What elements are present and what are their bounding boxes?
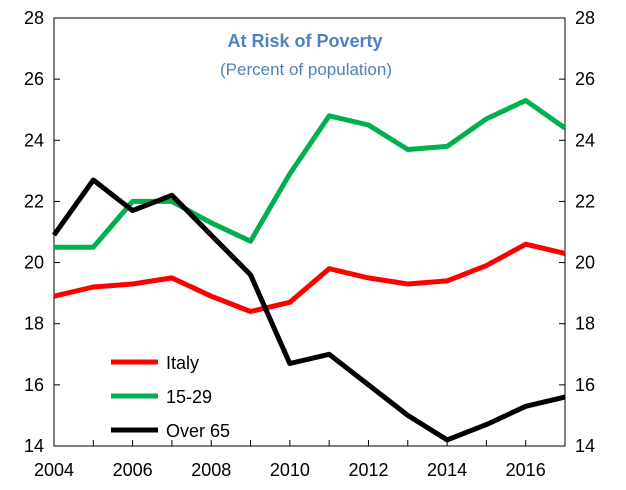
y-tick-label-right: 20 <box>575 253 595 273</box>
x-tick-label: 2006 <box>113 460 153 480</box>
x-tick-label: 2004 <box>34 460 74 480</box>
y-tick-label-right: 16 <box>575 375 595 395</box>
y-tick-label-left: 20 <box>24 253 44 273</box>
series-line-over-65 <box>51 177 566 443</box>
x-axis: 2004 2006 2008 2010 2012 2014 2016 <box>34 440 566 480</box>
y-tick-label-right: 24 <box>575 130 595 150</box>
y-tick-label-left: 26 <box>24 69 44 89</box>
y-tick-label-left: 18 <box>24 314 44 334</box>
legend: Italy 15-29 Over 65 <box>111 353 230 441</box>
y-tick-label-right: 22 <box>575 191 595 211</box>
y-tick-label-left: 16 <box>24 375 44 395</box>
y-axis-right: 14 16 18 20 22 24 26 28 <box>559 8 595 456</box>
series-line-italy <box>53 241 566 314</box>
x-tick-label: 2012 <box>348 460 388 480</box>
y-tick-label-right: 28 <box>575 8 595 28</box>
chart-title: At Risk of Poverty <box>227 31 382 51</box>
y-tick-label-left: 24 <box>24 130 44 150</box>
x-tick-label: 2010 <box>270 460 310 480</box>
y-tick-label-left: 22 <box>24 191 44 211</box>
y-tick-label-left: 14 <box>24 436 44 456</box>
x-tick-label: 2008 <box>191 460 231 480</box>
y-axis-left: 14 16 18 20 22 24 26 28 <box>24 8 60 456</box>
legend-label-italy: Italy <box>166 353 199 373</box>
chart-subtitle: (Percent of population) <box>220 60 392 79</box>
series-lines <box>51 98 567 443</box>
x-tick-label: 2016 <box>506 460 546 480</box>
series-line-15-29 <box>54 98 567 250</box>
x-tick-label: 2014 <box>427 460 467 480</box>
y-tick-label-right: 18 <box>575 314 595 334</box>
y-tick-label-right: 26 <box>575 69 595 89</box>
y-tick-label-left: 28 <box>24 8 44 28</box>
y-tick-label-right: 14 <box>575 436 595 456</box>
plot-area <box>53 17 566 447</box>
legend-label-over-65: Over 65 <box>166 421 230 441</box>
legend-label-15-29: 15-29 <box>166 387 212 407</box>
